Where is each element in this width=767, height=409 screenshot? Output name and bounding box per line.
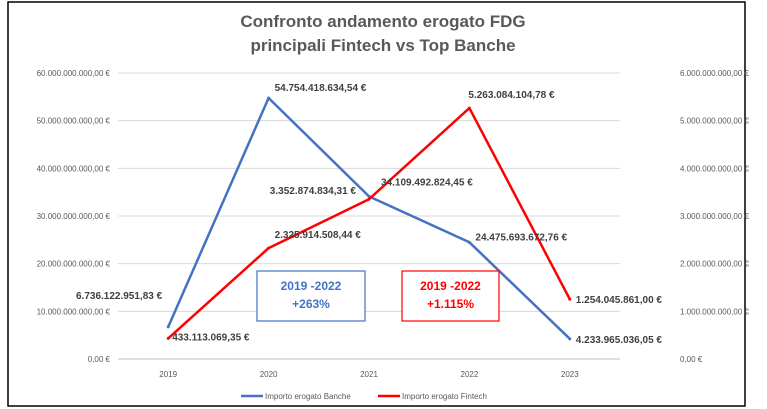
data-point — [467, 240, 471, 244]
annotation-growth: +1.115% — [427, 297, 474, 311]
chart-title-line-2: principali Fintech vs Top Banche — [250, 36, 515, 55]
x-axis: 2019 2020 2021 2022 2023 — [159, 370, 579, 379]
y-axis-right: 0,00 € 1.000.000.000,00 € 2.000.000.000,00… — [680, 69, 750, 364]
annotation-period: 2019 -2022 — [281, 279, 342, 293]
data-label: 34.109.492.824,45 € — [381, 177, 473, 188]
y-right-tick-label: 6.000.000.000,00 € — [680, 69, 750, 78]
y-left-tick-label: 30.000.000.000,00 € — [37, 212, 111, 221]
data-point — [166, 336, 170, 340]
y-left-tick-label: 0,00 € — [88, 355, 111, 364]
data-label: 24.475.693.672,76 € — [475, 232, 567, 243]
annotation-period: 2019 -2022 — [420, 279, 481, 293]
data-labels: 6.736.122.951,83 € 54.754.418.634,54 € 34.… — [76, 83, 662, 346]
legend[interactable]: Importo erogato Banche Importo erogato Fi… — [241, 392, 487, 401]
y-left-tick-label: 50.000.000.000,00 € — [37, 117, 111, 126]
y-left-tick-label: 20.000.000.000,00 € — [37, 260, 111, 269]
data-point — [467, 106, 471, 110]
y-right-tick-label: 4.000.000.000,00 € — [680, 164, 750, 173]
y-left-tick-label: 40.000.000.000,00 € — [37, 164, 111, 173]
gridlines — [118, 72, 620, 360]
y-right-tick-label: 3.000.000.000,00 € — [680, 212, 750, 221]
series-lines — [166, 96, 572, 341]
chart-border — [7, 1, 746, 407]
x-tick-label: 2022 — [461, 370, 479, 379]
legend-label: Importo erogato Fintech — [402, 392, 487, 401]
x-tick-label: 2021 — [360, 370, 378, 379]
data-label: 5.263.084.104,78 € — [468, 90, 555, 101]
y-left-tick-label: 10.000.000.000,00 € — [37, 307, 111, 316]
data-label: 3.352.874.834,31 € — [270, 186, 357, 197]
y-right-tick-label: 2.000.000.000,00 € — [680, 260, 750, 269]
y-right-tick-label: 5.000.000.000,00 € — [680, 117, 750, 126]
data-label: 4.233.965.036,05 € — [576, 335, 663, 346]
x-tick-label: 2020 — [260, 370, 278, 379]
annotation-growth: +263% — [292, 297, 330, 311]
x-tick-label: 2019 — [159, 370, 177, 379]
data-label: 2.325.914.508,44 € — [275, 230, 362, 241]
y-right-tick-label: 1.000.000.000,00 € — [680, 307, 750, 316]
data-label: 54.754.418.634,54 € — [275, 83, 367, 94]
y-right-tick-label: 0,00 € — [680, 355, 703, 364]
annotation-box — [256, 270, 366, 322]
legend-label: Importo erogato Banche — [265, 392, 351, 401]
x-tick-label: 2023 — [561, 370, 579, 379]
y-axis-left: 0,00 € 10.000.000.000,00 € 20.000.000.000,… — [37, 69, 111, 364]
data-label: 433.113.069,35 € — [172, 332, 250, 343]
annotation-box — [401, 270, 500, 322]
data-point — [267, 96, 271, 100]
data-point — [568, 337, 572, 341]
data-label: 6.736.122.951,83 € — [76, 291, 163, 302]
chart-title: Confronto andamento erogato FDG principal… — [240, 12, 525, 55]
annotations: 2019 -2022 +263% 2019 -2022 +1.115% — [256, 270, 500, 322]
chart-title-line-1: Confronto andamento erogato FDG — [240, 12, 525, 31]
y-left-tick-label: 60.000.000.000,00 € — [37, 69, 111, 78]
data-point — [568, 297, 572, 301]
data-point — [166, 325, 170, 329]
data-point — [367, 197, 371, 201]
data-point — [267, 246, 271, 250]
data-label: 1.254.045.861,00 € — [576, 295, 663, 306]
